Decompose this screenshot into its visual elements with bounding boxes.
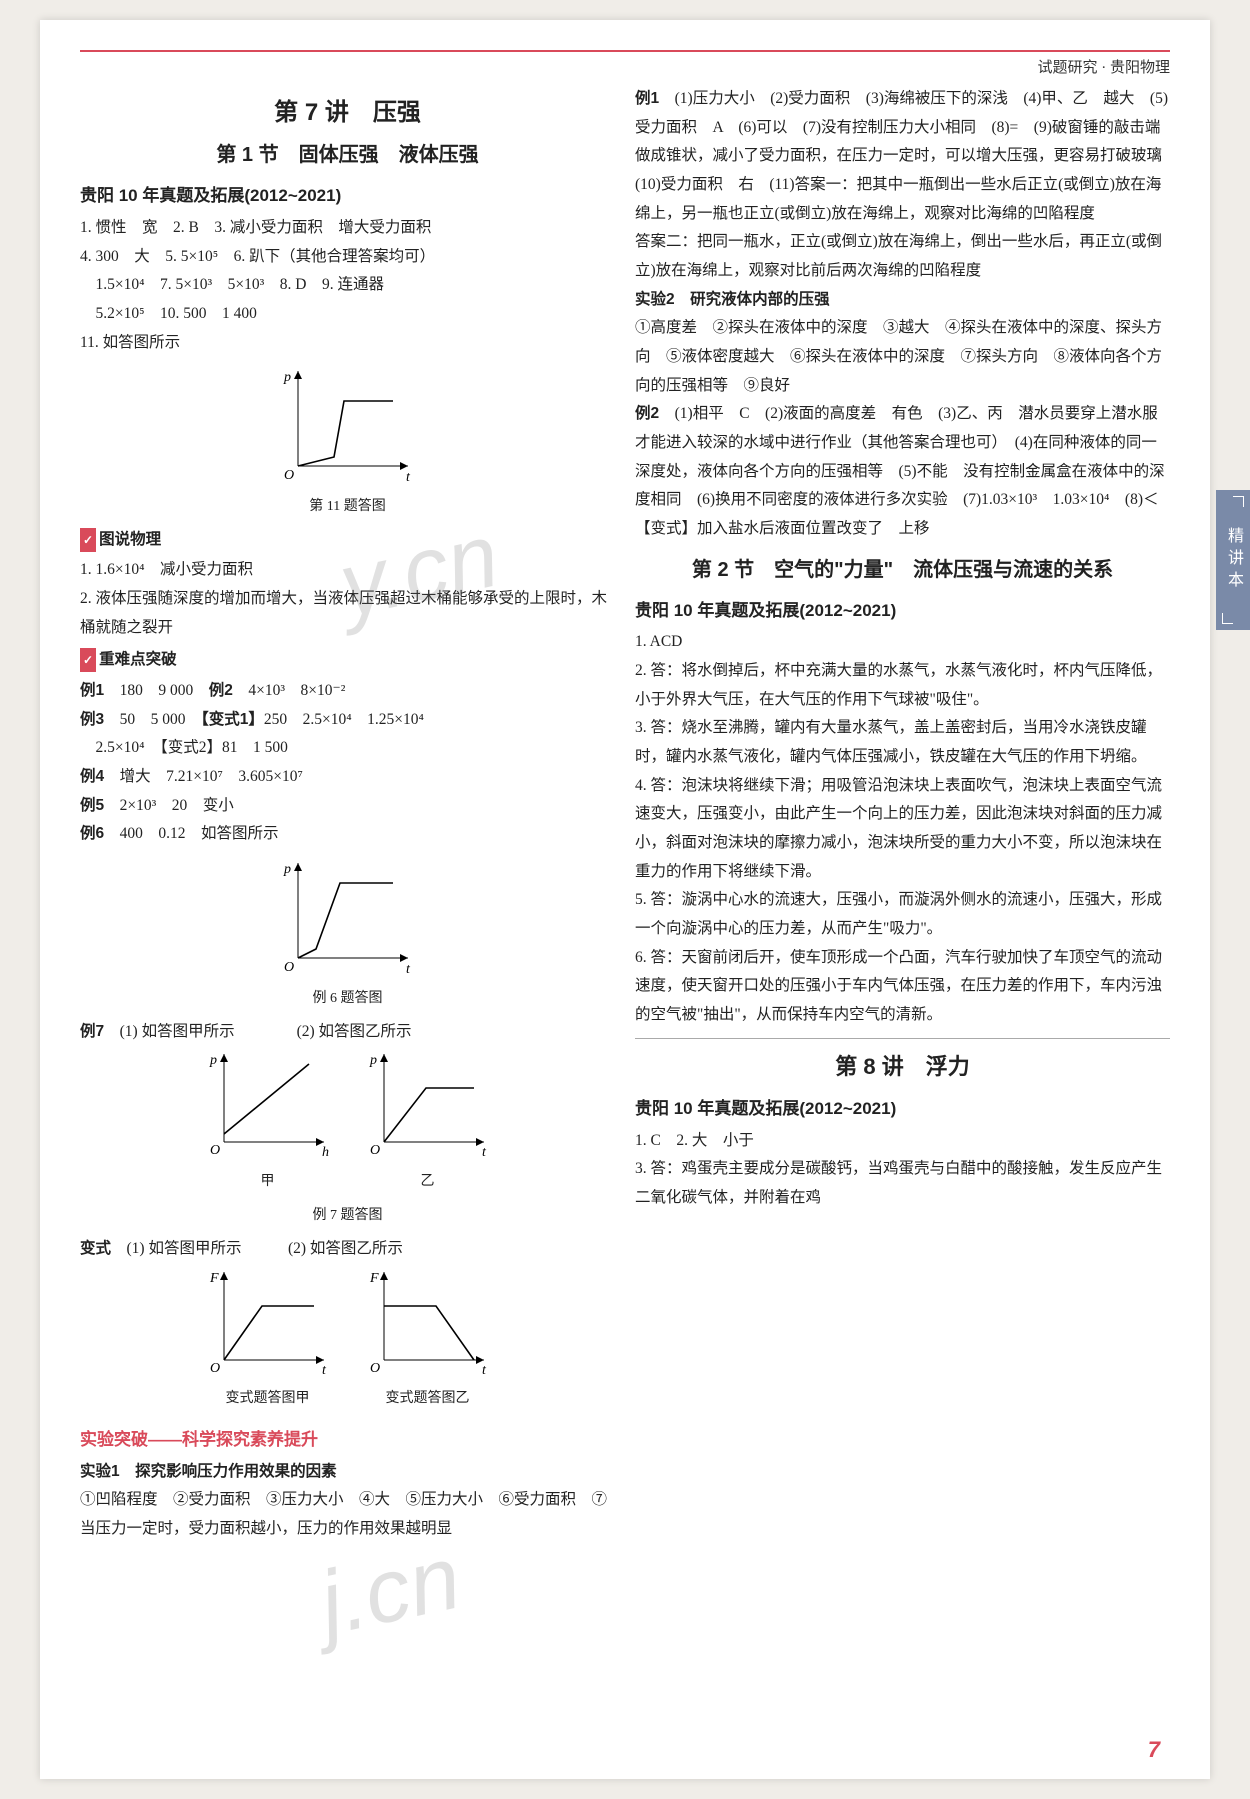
r-ex1-body: (1)压力大小 (2)受力面积 (3)海绵被压下的深浅 (4)甲、乙 越大 (5… <box>635 90 1178 222</box>
chart-ex7-caption: 例 7 题答图 <box>80 1203 615 1229</box>
zndt-line-2: 例3 50 5 000 【变式1】250 2.5×10⁴ 1.25×10⁴ <box>80 706 615 735</box>
shiyan1-body: ①凹陷程度 ②受力面积 ③压力大小 ④大 ⑤压力大小 ⑥受力面积 ⑦当压力一定时… <box>80 1486 615 1543</box>
zhenti2-item-2: 2. 答：将水倒掉后，杯中充满大量的水蒸气，水蒸气液化时，杯内气压降低，小于外界… <box>635 657 1170 714</box>
zhenti-title: 贵阳 10 年真题及拓展(2012~2021) <box>80 180 615 211</box>
chart-bianshi-pair: F t O 变式题答图甲 <box>80 1264 615 1419</box>
zndt-heading: ✓重难点突破 <box>80 646 615 675</box>
zndt-line-3: 2.5×10⁴ 【变式2】81 1 500 <box>80 734 615 763</box>
r-ex1-label: 例1 <box>635 90 659 107</box>
content-columns: 第 7 讲 压强 第 1 节 固体压强 液体压强 贵阳 10 年真题及拓展(20… <box>80 85 1170 1544</box>
chart-q11-svg: p t O <box>268 361 428 481</box>
zhenti8-item-2: 3. 答：鸡蛋壳主要成分是碳酸钙，当鸡蛋壳与白醋中的酸接触，发生反应产生二氧化碳… <box>635 1155 1170 1212</box>
svg-text:O: O <box>210 1143 220 1156</box>
zndt-line-6: 例6 400 0.12 如答图所示 <box>80 820 615 849</box>
left-column: 第 7 讲 压强 第 1 节 固体压强 液体压强 贵阳 10 年真题及拓展(20… <box>80 85 615 1544</box>
lecture-7-title: 第 7 讲 压强 <box>80 91 615 135</box>
svg-text:O: O <box>284 468 294 481</box>
svg-text:p: p <box>283 862 291 877</box>
tushuo-title-text: 图说物理 <box>99 531 161 548</box>
zhenti2-item-3: 3. 答：烧水至沸腾，罐内有大量水蒸气，盖上盖密封后，当用冷水浇铁皮罐时，罐内水… <box>635 714 1170 771</box>
r-ex1-body2: 答案二：把同一瓶水，正立(或倒立)放在海绵上，倒出一些水后，再正立(或倒立)放在… <box>635 228 1170 285</box>
header-breadcrumb: 试题研究 · 贵阳物理 <box>80 56 1170 77</box>
chart-ex7b-sub: 乙 <box>358 1169 498 1195</box>
zhenti2-item-4: 4. 答：泡沫块将继续下滑；用吸管沿泡沫块上表面吹气，泡沫块上表面空气流速变大，… <box>635 772 1170 887</box>
svg-text:t: t <box>406 962 411 973</box>
chart-ex6-svg: p t O <box>268 853 428 973</box>
r-ex1: 例1 (1)压力大小 (2)受力面积 (3)海绵被压下的深浅 (4)甲、乙 越大… <box>635 85 1170 228</box>
tushuo-line-2: 2. 液体压强随深度的增加而增大，当液体压强超过木桶能够承受的上限时，木桶就随之… <box>80 585 615 642</box>
chart-bs-a-svg: F t O <box>198 1264 338 1374</box>
zhenti2-item-6: 6. 答：天窗前闭后开，使车顶形成一个凸面，汽车行驶加快了车顶空气的流动速度，使… <box>635 944 1170 1030</box>
chart-bs-b-svg: F t O <box>358 1264 498 1374</box>
page: 试题研究 · 贵阳物理 精讲本 y.cn j.cn 第 7 讲 压强 第 1 节… <box>40 20 1210 1779</box>
r-ex2: 例2 (1)相平 C (2)液面的高度差 有色 (3)乙、丙 潜水员要穿上潜水服… <box>635 400 1170 543</box>
svg-text:t: t <box>482 1363 487 1374</box>
zhenti2-item-1: 1. ACD <box>635 628 1170 657</box>
svg-text:t: t <box>322 1363 327 1374</box>
shiyan1-title: 实验1 探究影响压力作用效果的因素 <box>80 1458 615 1487</box>
zhenti-line-1: 1. 惯性 宽 2. B 3. 减小受力面积 增大受力面积 <box>80 214 615 243</box>
watermark-2: j.cn <box>311 1527 469 1657</box>
zhenti-line-3: 1.5×10⁴ 7. 5×10³ 5×10³ 8. D 9. 连通器 <box>80 271 615 300</box>
zndt-line-5: 例5 2×10³ 20 变小 <box>80 792 615 821</box>
svg-text:p: p <box>283 370 291 385</box>
r-ex2-body: (1)相平 C (2)液面的高度差 有色 (3)乙、丙 潜水员要穿上潜水服才能进… <box>635 405 1174 537</box>
zhenti8-item-1: 1. C 2. 大 小于 <box>635 1127 1170 1156</box>
chart-ex7b-svg: p t O <box>358 1046 498 1156</box>
svg-text:t: t <box>482 1145 487 1156</box>
zhenti2-title: 贵阳 10 年真题及拓展(2012~2021) <box>635 595 1170 626</box>
right-column: 例1 (1)压力大小 (2)受力面积 (3)海绵被压下的深浅 (4)甲、乙 越大… <box>635 85 1170 1544</box>
r-shiyan2-title: 实验2 研究液体内部的压强 <box>635 286 1170 315</box>
svg-text:F: F <box>209 1271 219 1286</box>
ex7-line: 例7 (1) 如答图甲所示 (2) 如答图乙所示 <box>80 1018 615 1047</box>
svg-text:O: O <box>284 960 294 973</box>
separator <box>635 1038 1170 1039</box>
chart-q11-caption: 第 11 题答图 <box>80 494 615 520</box>
zndt-title-text: 重难点突破 <box>99 651 177 668</box>
chart-ex7a-sub: 甲 <box>198 1169 338 1195</box>
svg-text:h: h <box>322 1145 329 1156</box>
section-1-title: 第 1 节 固体压强 液体压强 <box>80 137 615 174</box>
check-icon: ✓ <box>80 528 96 552</box>
chart-bs-b-sub: 变式题答图乙 <box>358 1386 498 1412</box>
zhenti-line-2: 4. 300 大 5. 5×10⁵ 6. 趴下（其他合理答案均可） <box>80 243 615 272</box>
check-icon-2: ✓ <box>80 648 96 672</box>
zndt-line-4: 例4 增大 7.21×10⁷ 3.605×10⁷ <box>80 763 615 792</box>
chart-ex6: p t O 例 6 题答图 <box>80 853 615 1012</box>
chart-bs-a-sub: 变式题答图甲 <box>198 1386 338 1412</box>
zhenti-line-4: 5.2×10⁵ 10. 500 1 400 <box>80 300 615 329</box>
chart-ex6-caption: 例 6 题答图 <box>80 986 615 1012</box>
svg-text:p: p <box>369 1053 377 1068</box>
section-2-title: 第 2 节 空气的"力量" 流体压强与流速的关系 <box>635 552 1170 589</box>
zndt-line-1: 例1 180 9 000 例2 4×10³ 8×10⁻² <box>80 677 615 706</box>
svg-text:O: O <box>210 1361 220 1374</box>
svg-text:F: F <box>369 1271 379 1286</box>
chart-ex7a-svg: p h O <box>198 1046 338 1156</box>
svg-text:p: p <box>209 1053 217 1068</box>
svg-text:t: t <box>406 470 411 481</box>
bianshi-line: 变式 (1) 如答图甲所示 (2) 如答图乙所示 <box>80 1235 615 1264</box>
svg-text:O: O <box>370 1361 380 1374</box>
tushuo-line-1: 1. 1.6×10⁴ 减小受力面积 <box>80 556 615 585</box>
zhenti8-title: 贵阳 10 年真题及拓展(2012~2021) <box>635 1093 1170 1124</box>
side-tab: 精讲本 <box>1216 490 1250 630</box>
chart-q11: p t O 第 11 题答图 <box>80 361 615 520</box>
header-rule <box>80 50 1170 52</box>
lecture-8-title: 第 8 讲 浮力 <box>635 1047 1170 1088</box>
zhenti-line-5: 11. 如答图所示 <box>80 329 615 358</box>
svg-text:O: O <box>370 1143 380 1156</box>
zhenti2-item-5: 5. 答：漩涡中心水的流速大，压强小，而漩涡外侧水的流速小，压强大，形成一个向漩… <box>635 886 1170 943</box>
tushuo-heading: ✓图说物理 <box>80 526 615 555</box>
r-shiyan2-body: ①高度差 ②探头在液体中的深度 ③越大 ④探头在液体中的深度、探头方向 ⑤液体密… <box>635 314 1170 400</box>
page-number: 7 <box>1148 1737 1160 1763</box>
chart-ex7-pair: p h O 甲 <box>80 1046 615 1201</box>
shiyan-title: 实验突破——科学探究素养提升 <box>80 1424 615 1455</box>
r-ex2-label: 例2 <box>635 405 659 422</box>
